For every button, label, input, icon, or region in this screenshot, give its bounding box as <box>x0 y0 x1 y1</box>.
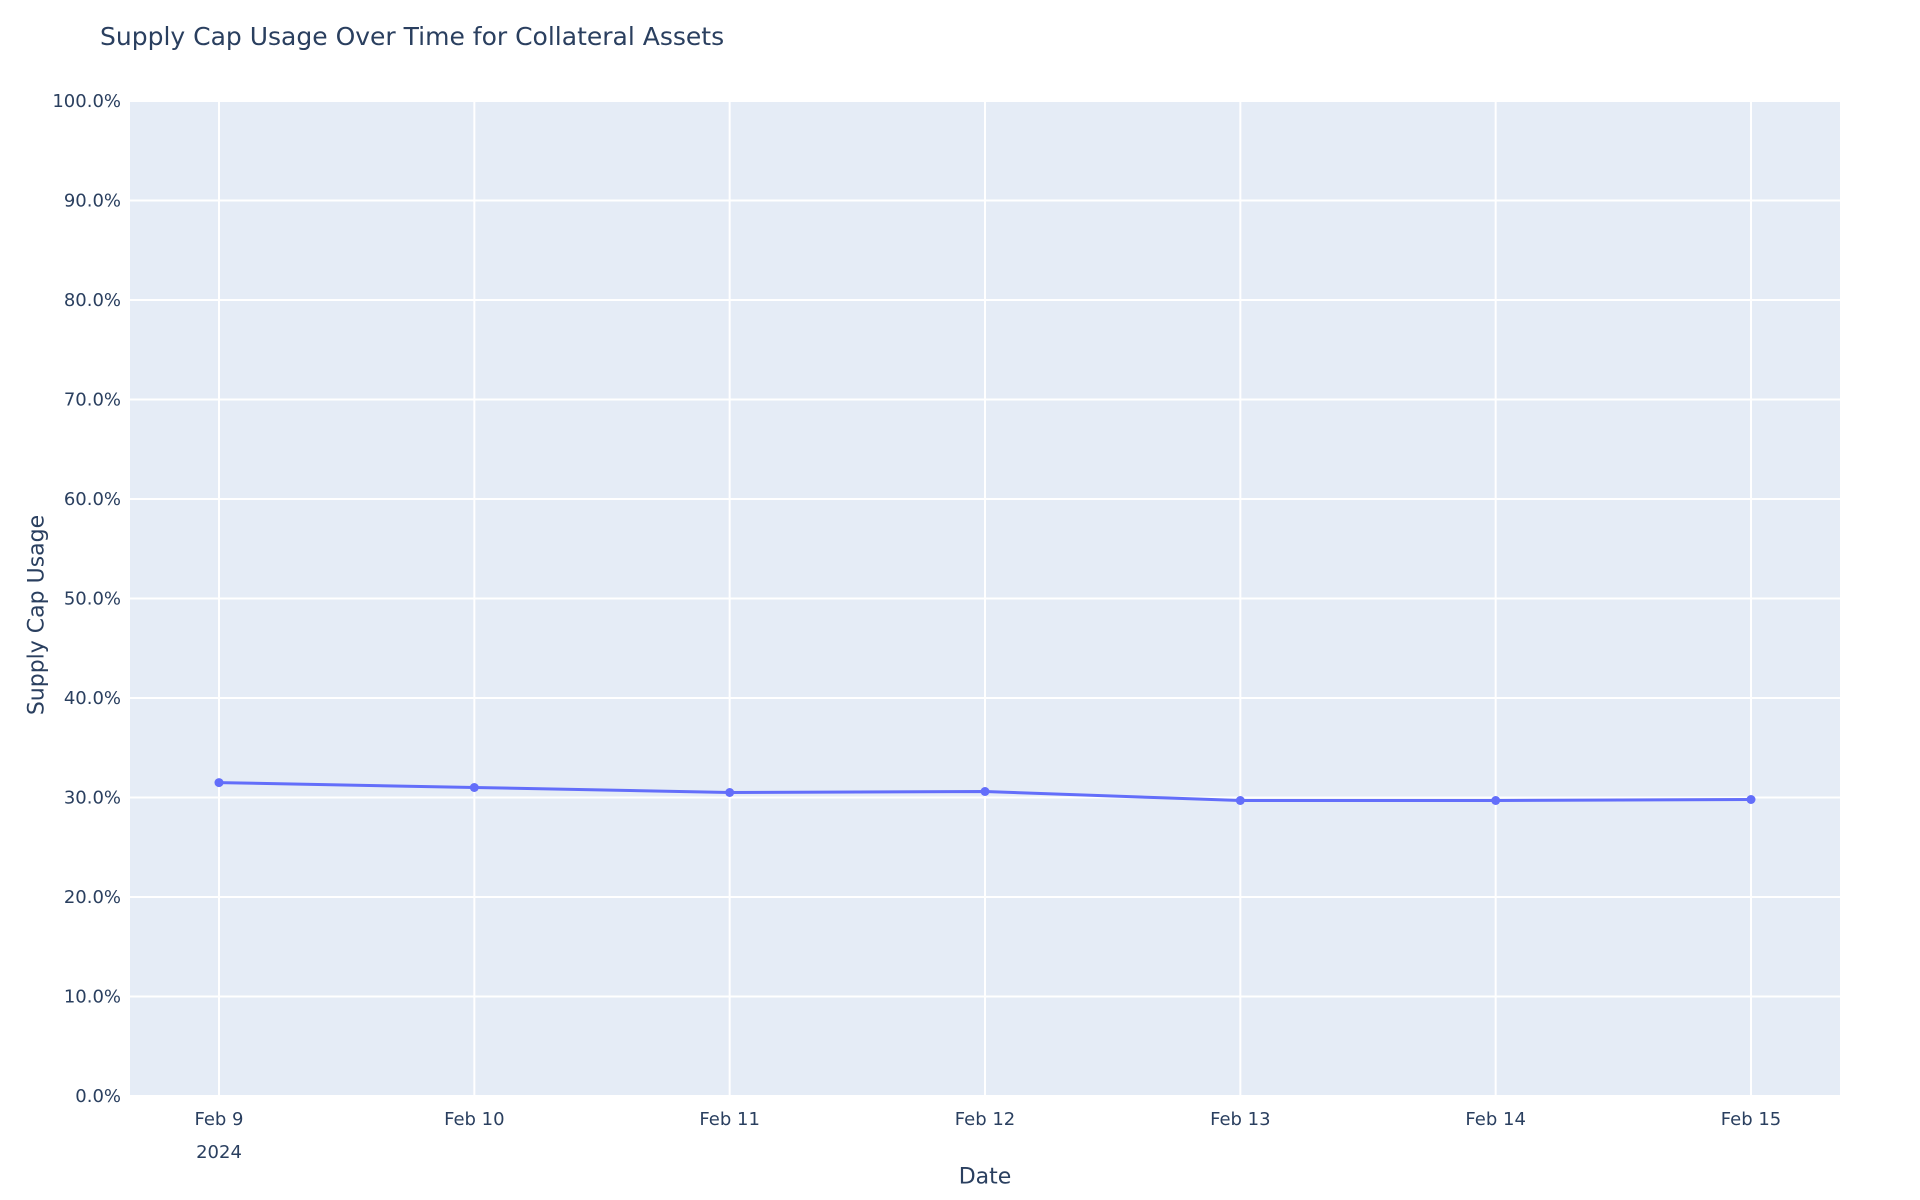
x-axis-title: Date <box>958 1164 1012 1190</box>
y-tick-label: 10.0% <box>64 987 121 1008</box>
x-tick-label: Feb 11 <box>699 1109 760 1130</box>
data-point <box>1235 796 1245 805</box>
y-tick-label: 80.0% <box>64 290 121 311</box>
y-tick-label: 40.0% <box>64 688 121 709</box>
x-tick-label: Feb 15 <box>1721 1109 1782 1130</box>
y-tick-label: 70.0% <box>64 390 121 411</box>
chart-title: Supply Cap Usage Over Time for Collatera… <box>100 22 725 51</box>
x-tick-label: Feb 12 <box>955 1109 1016 1130</box>
data-point <box>214 778 224 788</box>
data-point <box>1491 796 1501 805</box>
y-tick-label: 100.0% <box>52 91 121 112</box>
data-point <box>725 788 735 797</box>
x-tick-year-label: 2024 <box>196 1142 242 1163</box>
x-tick-label: Feb 10 <box>444 1109 505 1130</box>
x-tick-label: Feb 9 <box>194 1109 243 1130</box>
data-point <box>1746 795 1756 804</box>
y-tick-label: 30.0% <box>64 788 121 809</box>
data-point <box>469 783 479 792</box>
y-tick-label: 60.0% <box>64 489 121 510</box>
y-tick-label: 20.0% <box>64 887 121 908</box>
data-point <box>980 787 990 796</box>
x-tick-label: Feb 14 <box>1465 1109 1526 1130</box>
y-tick-label: 50.0% <box>64 589 121 610</box>
y-tick-label: 0.0% <box>75 1086 121 1107</box>
y-tick-label: 90.0% <box>64 191 121 212</box>
x-tick-label: Feb 13 <box>1210 1109 1271 1130</box>
